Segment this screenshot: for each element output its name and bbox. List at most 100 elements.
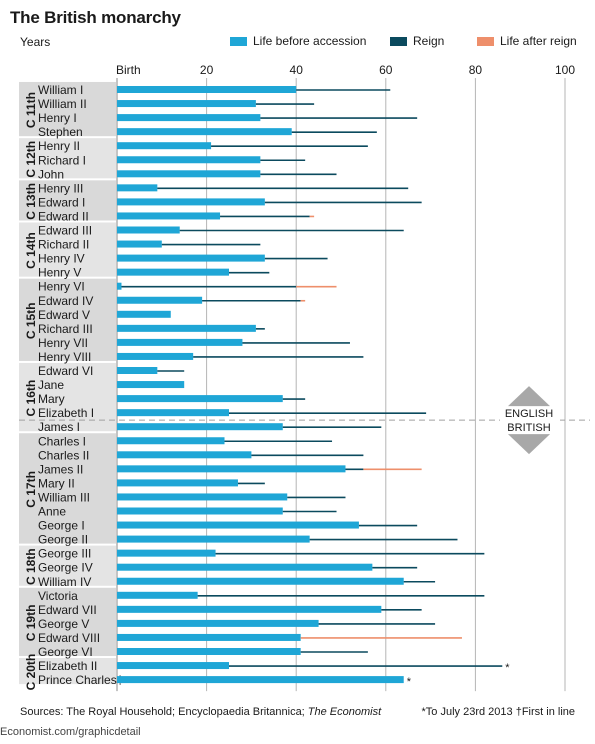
monarch-label: Jane xyxy=(38,378,64,392)
bar-before xyxy=(117,226,180,234)
x-tick-label: 80 xyxy=(469,63,483,77)
x-tick-label: Birth xyxy=(116,63,141,77)
monarch-label: Charles I xyxy=(38,434,86,448)
bar-before xyxy=(117,352,194,360)
monarch-label: Edward V xyxy=(38,308,90,322)
bar-before xyxy=(117,563,373,571)
bar-before xyxy=(117,633,301,641)
legend-item-reign: Reign xyxy=(390,34,444,48)
monarch-label: Elizabeth I xyxy=(38,406,94,420)
bar-before xyxy=(117,114,261,122)
monarch-label: Richard I xyxy=(38,153,86,167)
bar-before xyxy=(117,507,283,515)
century-band xyxy=(19,433,116,544)
x-tick-label: 100 xyxy=(555,63,575,77)
monarch-label: Stephen xyxy=(38,125,83,139)
century-band xyxy=(19,222,116,277)
monarch-label: Edward III xyxy=(38,224,92,238)
monarch-label: George VI xyxy=(38,645,93,659)
bar-before xyxy=(117,296,203,304)
monarch-label: George V xyxy=(38,617,89,631)
monarch-label: Edward VIII xyxy=(38,631,100,645)
century-label: C 17th xyxy=(24,471,38,508)
bar-before xyxy=(117,198,265,206)
century-label: C 16th xyxy=(24,380,38,417)
century-label: C 15th xyxy=(24,302,38,339)
bar-before xyxy=(117,605,382,613)
century-label: C 12th xyxy=(24,141,38,178)
bar-before xyxy=(117,423,283,431)
monarch-label: Henry VIII xyxy=(38,350,91,364)
bar-before xyxy=(117,662,229,670)
bar-before xyxy=(117,451,252,459)
monarch-label: Edward VII xyxy=(38,603,97,617)
monarch-label: Richard II xyxy=(38,238,89,252)
legend-item-before: Life before accession xyxy=(230,34,366,48)
monarch-label: Edward I xyxy=(38,195,85,209)
marker-asterisk: * xyxy=(505,662,510,674)
century-label: C 11th xyxy=(24,92,38,128)
bar-before xyxy=(117,100,256,108)
bar-before xyxy=(117,324,256,332)
monarch-label: Mary xyxy=(38,392,65,406)
legend-swatch-reign xyxy=(390,36,407,46)
bar-before xyxy=(117,310,171,318)
bar-before xyxy=(117,86,297,93)
monarchy-chart: C 11th C 12th C 13th C 14th C 15th C 16th C 17… xyxy=(19,63,590,692)
bar-before xyxy=(117,676,404,684)
monarch-label: Henry VI xyxy=(38,280,85,294)
monarch-label: Henry IV xyxy=(38,252,85,266)
bar-before xyxy=(117,268,229,276)
monarch-label: John xyxy=(38,167,64,181)
bar-before xyxy=(117,282,122,290)
monarch-label: Henry III xyxy=(38,181,83,195)
british-arrow xyxy=(508,434,550,455)
monarch-label: Prince Charles† xyxy=(38,673,123,687)
century-band xyxy=(19,278,116,361)
bar-before xyxy=(117,395,283,403)
divider-label-bg xyxy=(500,407,560,434)
bar-before xyxy=(117,535,310,543)
century-band xyxy=(19,81,116,137)
x-tick-label: 20 xyxy=(200,63,214,77)
bar-before xyxy=(117,338,243,346)
century-label: C 14th xyxy=(24,232,38,269)
sources-text: Sources: The Royal Household; Encyclopae… xyxy=(20,706,308,718)
century-label: C 18th xyxy=(24,548,38,585)
century-band xyxy=(19,138,116,179)
bar-before xyxy=(117,493,288,501)
monarch-label: George III xyxy=(38,547,91,561)
bar-before xyxy=(117,619,319,627)
monarch-label: James I xyxy=(38,420,80,434)
monarch-label: William II xyxy=(38,97,87,111)
source-url: Economist.com/graphicdetail xyxy=(0,726,141,738)
century-label: C 20th xyxy=(24,654,38,691)
monarch-label: Henry VII xyxy=(38,336,88,350)
footnote: *To July 23rd 2013 †First in line xyxy=(421,706,575,718)
legend-swatch-before xyxy=(230,36,247,46)
monarch-label: William IV xyxy=(38,575,91,589)
english-label: ENGLISH xyxy=(505,408,553,420)
monarch-label: Edward VI xyxy=(38,364,93,378)
century-band xyxy=(19,545,116,586)
monarch-label: Charles II xyxy=(38,448,89,462)
monarch-label: George IV xyxy=(38,561,93,575)
legend-label-after: Life after reign xyxy=(500,34,577,48)
monarch-label: Edward II xyxy=(38,209,89,223)
century-label: C 19th xyxy=(24,605,38,642)
bar-before xyxy=(117,465,346,473)
sources-note: Sources: The Royal Household; Encyclopae… xyxy=(20,706,381,718)
bar-before xyxy=(117,212,221,220)
bar-before xyxy=(117,128,292,136)
century-band xyxy=(19,180,116,221)
sources-italic: The Economist xyxy=(307,706,382,718)
bar-before xyxy=(117,170,261,178)
bar-before xyxy=(117,367,158,374)
monarch-label: William III xyxy=(38,490,90,504)
monarch-label: Elizabeth II xyxy=(38,659,97,673)
monarch-label: William I xyxy=(38,83,83,97)
monarch-label: Mary II xyxy=(38,476,75,490)
x-tick-label: 40 xyxy=(290,63,304,77)
century-band xyxy=(19,587,116,657)
british-label: BRITISH xyxy=(507,422,550,434)
